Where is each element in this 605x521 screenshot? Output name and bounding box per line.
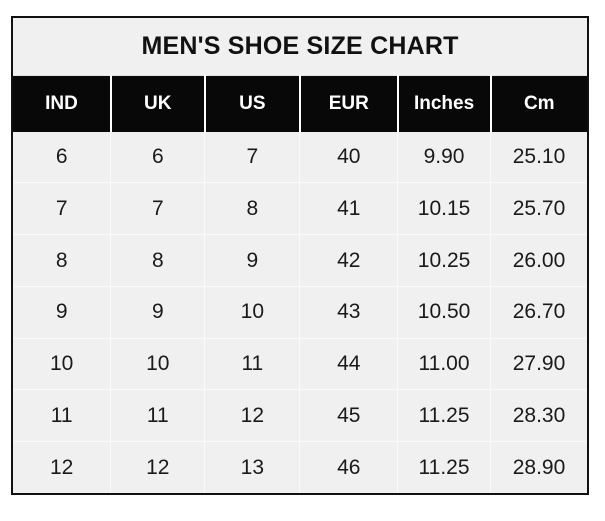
column-header-eur: EUR [299, 75, 399, 132]
cell-uk: 11 [110, 389, 206, 443]
cell-cm: 25.10 [490, 131, 587, 184]
table-row: 6 6 7 40 9.90 25.10 [13, 131, 587, 184]
cell-us: 9 [204, 234, 301, 287]
cell-ind: 11 [13, 389, 112, 443]
cell-ind: 6 [13, 131, 112, 184]
cell-cm: 26.00 [490, 234, 587, 287]
cell-inches: 11.25 [397, 441, 492, 493]
cell-cm: 27.90 [490, 338, 587, 391]
cell-inches: 11.25 [397, 389, 492, 443]
cell-ind: 12 [13, 441, 112, 493]
cell-us: 12 [204, 389, 301, 443]
table-row: 8 8 9 42 10.25 26.00 [13, 234, 587, 287]
cell-us: 7 [204, 131, 301, 184]
cell-us: 10 [204, 286, 301, 339]
cell-ind: 7 [13, 182, 112, 236]
cell-uk: 10 [110, 338, 206, 391]
cell-uk: 8 [110, 234, 206, 287]
column-header-ind: IND [13, 75, 112, 132]
cell-inches: 10.15 [397, 182, 492, 236]
cell-inches: 10.50 [397, 286, 492, 339]
table-header-row: IND UK US EUR Inches Cm [13, 75, 587, 132]
column-header-uk: UK [110, 75, 206, 132]
cell-inches: 11.00 [397, 338, 492, 391]
cell-ind: 9 [13, 286, 112, 339]
table-row: 9 9 10 43 10.50 26.70 [13, 286, 587, 339]
cell-eur: 46 [299, 441, 399, 493]
cell-us: 8 [204, 182, 301, 236]
cell-uk: 7 [110, 182, 206, 236]
cell-cm: 26.70 [490, 286, 587, 339]
column-header-cm: Cm [490, 75, 587, 132]
table-row: 10 10 11 44 11.00 27.90 [13, 338, 587, 391]
table-row: 11 11 12 45 11.25 28.30 [13, 389, 587, 443]
title-row: MEN'S SHOE SIZE CHART [13, 18, 587, 76]
cell-eur: 43 [299, 286, 399, 339]
column-header-inches: Inches [397, 75, 492, 132]
cell-eur: 42 [299, 234, 399, 287]
cell-us: 11 [204, 338, 301, 391]
cell-ind: 10 [13, 338, 112, 391]
cell-cm: 28.30 [490, 389, 587, 443]
cell-eur: 44 [299, 338, 399, 391]
cell-cm: 28.90 [490, 441, 587, 493]
cell-us: 13 [204, 441, 301, 493]
shoe-size-table: MEN'S SHOE SIZE CHART IND UK US EUR Inch… [13, 18, 587, 493]
cell-uk: 9 [110, 286, 206, 339]
cell-uk: 12 [110, 441, 206, 493]
cell-inches: 9.90 [397, 131, 492, 184]
cell-eur: 41 [299, 182, 399, 236]
table-row: 7 7 8 41 10.15 25.70 [13, 182, 587, 236]
size-chart-container: MEN'S SHOE SIZE CHART IND UK US EUR Inch… [11, 16, 589, 495]
cell-cm: 25.70 [490, 182, 587, 236]
chart-title: MEN'S SHOE SIZE CHART [13, 18, 587, 76]
cell-eur: 45 [299, 389, 399, 443]
table-row: 12 12 13 46 11.25 28.90 [13, 441, 587, 493]
cell-uk: 6 [110, 131, 206, 184]
cell-ind: 8 [13, 234, 112, 287]
column-header-us: US [204, 75, 301, 132]
cell-inches: 10.25 [397, 234, 492, 287]
cell-eur: 40 [299, 131, 399, 184]
